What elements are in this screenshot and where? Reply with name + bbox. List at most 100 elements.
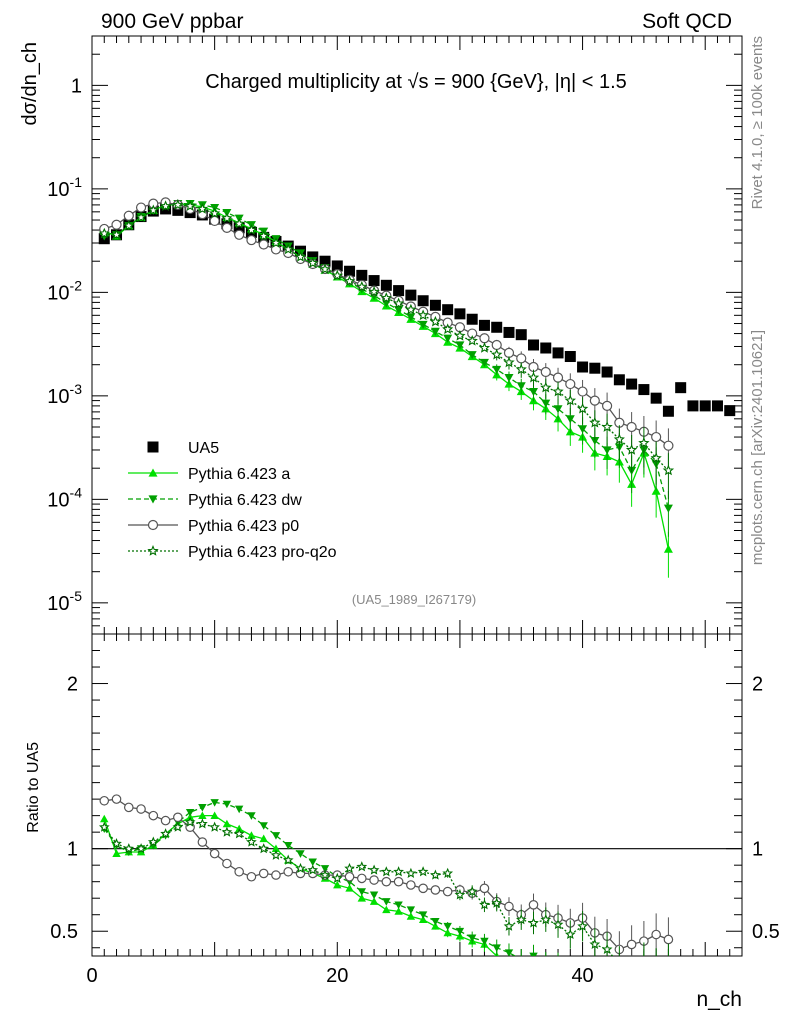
data-point <box>625 444 638 455</box>
data-point <box>454 308 466 320</box>
data-point <box>542 967 550 975</box>
data-point <box>417 295 429 307</box>
data-point <box>394 901 403 910</box>
data-point <box>430 869 441 880</box>
data-point <box>517 963 525 971</box>
legend-entry: Pythia 6.423 dw <box>128 492 302 509</box>
data-point <box>528 900 539 910</box>
data-point <box>589 362 601 374</box>
data-point <box>209 821 220 832</box>
data-point <box>491 348 503 360</box>
data-point <box>615 983 623 991</box>
ratio-tick-label-left: 2 <box>67 674 78 696</box>
data-point <box>540 366 551 378</box>
data-point <box>393 866 404 877</box>
data-point <box>626 378 638 390</box>
mcplots-label: mcplots.cern.ch [arXiv:2401.10621] <box>749 330 766 565</box>
data-point <box>640 958 648 966</box>
data-point <box>282 243 294 255</box>
data-point <box>454 889 466 900</box>
data-point <box>123 843 135 854</box>
data-point <box>234 805 244 814</box>
y-tick-label: 1 <box>71 75 82 97</box>
data-point <box>356 269 368 281</box>
data-point <box>357 873 367 884</box>
data-point <box>578 425 588 434</box>
data-point <box>602 446 612 455</box>
data-point <box>601 400 613 411</box>
data-point <box>258 239 269 250</box>
main-series-group <box>98 197 736 578</box>
data-point <box>173 812 183 823</box>
data-point <box>233 217 245 229</box>
data-point <box>515 363 527 375</box>
data-point <box>382 898 391 906</box>
header-left: 900 GeV ppbar <box>101 10 243 33</box>
data-point <box>540 914 552 925</box>
data-point <box>392 297 405 309</box>
data-point <box>576 402 589 414</box>
data-point <box>479 358 489 368</box>
data-point <box>394 306 404 315</box>
data-point <box>529 952 538 956</box>
data-point <box>442 886 453 897</box>
legend-entry: Pythia 6.423 pro-q2o <box>128 544 337 561</box>
data-point <box>418 883 428 894</box>
data-point <box>504 949 514 956</box>
rivet-label: Rivet 4.1.0, ≥ 100k events <box>749 36 766 209</box>
data-point <box>455 341 465 350</box>
data-point <box>652 972 660 980</box>
data-point <box>418 320 428 329</box>
x-tick-label: 40 <box>571 965 593 987</box>
data-point <box>246 871 257 882</box>
data-point <box>148 468 158 477</box>
data-point <box>159 200 172 211</box>
data-point <box>344 265 356 277</box>
data-point <box>98 821 110 832</box>
data-point <box>283 866 294 877</box>
data-point <box>429 315 442 327</box>
data-point <box>406 880 416 890</box>
data-point <box>442 323 454 335</box>
data-point <box>222 800 232 809</box>
data-point <box>443 922 452 931</box>
data-point <box>589 416 601 428</box>
data-point <box>429 299 441 311</box>
y-tick-label: 10-1 <box>47 174 82 201</box>
data-point <box>503 347 515 359</box>
legend-entry: UA5 <box>147 440 219 457</box>
data-point <box>540 342 552 354</box>
data-point <box>480 937 489 946</box>
data-point <box>603 985 611 993</box>
data-point <box>233 222 245 234</box>
data-point <box>601 943 613 954</box>
data-point <box>516 914 527 925</box>
data-point <box>503 326 515 338</box>
data-point <box>505 957 513 965</box>
data-point <box>135 211 147 223</box>
data-point <box>197 837 208 847</box>
data-point <box>431 922 440 930</box>
ratio-tick-label-right: 2 <box>752 674 763 696</box>
data-point <box>613 433 625 445</box>
data-point <box>577 386 588 397</box>
data-point <box>172 821 184 832</box>
data-point <box>135 202 147 213</box>
data-point <box>147 519 159 531</box>
ratio-tick-label-right: 1 <box>752 839 763 861</box>
data-point <box>357 888 367 896</box>
data-point <box>160 828 171 839</box>
series-0 <box>98 203 736 417</box>
data-point <box>663 934 674 945</box>
data-point <box>467 351 477 360</box>
data-point <box>529 962 537 970</box>
data-point <box>662 405 674 417</box>
data-point <box>295 862 306 874</box>
data-point <box>553 405 563 414</box>
data-point <box>111 219 122 230</box>
data-point <box>650 392 662 404</box>
data-point <box>382 905 391 914</box>
main-title: Charged multiplicity at √s = 900 {GeV}, … <box>205 71 627 93</box>
data-point <box>123 210 134 221</box>
data-point <box>466 885 478 897</box>
